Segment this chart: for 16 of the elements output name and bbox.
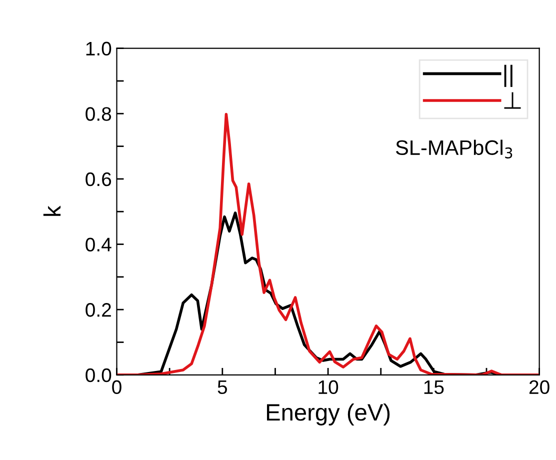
legend-label: || [504,64,512,87]
y-tick-label: 0.6 [86,172,112,186]
x-tick-label: 0 [112,380,122,394]
y-tick-label: 0.8 [86,107,112,121]
y-tick-label: 0.2 [86,303,111,317]
x-tick-label: 5 [218,380,227,394]
legend-label: ⊥ [504,92,521,109]
annotation: SL-MAPbCl$_{3}$ [396,140,512,158]
y-tick-label: 1.0 [86,42,112,56]
x-tick-label: 10 [318,380,338,394]
x-tick-label: 20 [529,380,550,394]
y-tick-label: 0.0 [86,368,112,382]
x-axis-title: Energy (eV) [266,403,390,426]
x-tick-label: 15 [424,380,444,394]
y-tick-label: 0.4 [86,238,112,252]
y-axis-title: k [43,206,61,216]
